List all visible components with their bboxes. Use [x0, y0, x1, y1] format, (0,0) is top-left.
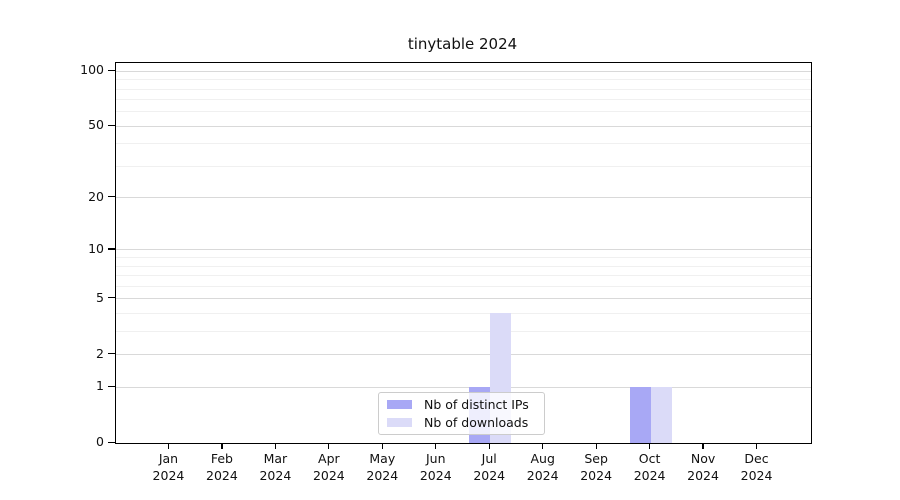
x-tick-mark: [167, 443, 170, 449]
gridline-minor: [116, 275, 811, 277]
bar-nb-of-downloads-oct: [650, 387, 672, 443]
x-tick-label-apr: Apr 2024: [312, 451, 345, 483]
y-tick-mark: [108, 385, 115, 387]
x-tick-mark: [755, 443, 758, 449]
gridline-minor: [116, 257, 811, 259]
y-tick-mark: [108, 441, 115, 443]
gridline-minor: [116, 111, 811, 113]
x-tick-mark: [595, 443, 597, 449]
x-tick-mark: [649, 443, 651, 449]
x-tick-label-nov: Nov 2024: [687, 451, 719, 483]
y-tick-mark: [108, 297, 115, 299]
chart-title: tinytable 2024: [407, 35, 518, 53]
y-tick-mark: [108, 196, 115, 198]
y-tick-label: 0: [96, 434, 104, 449]
legend-row: Nb of distinct IPs: [387, 397, 537, 412]
gridline-minor: [116, 99, 811, 101]
x-tick-mark: [542, 443, 544, 449]
y-tick-mark: [108, 69, 115, 71]
bar-nb-of-distinct-ips-oct: [629, 387, 651, 443]
gridline-minor: [116, 165, 811, 167]
y-tick-label: 10: [88, 240, 104, 256]
legend-label: Nb of distinct IPs: [424, 397, 529, 412]
gridline-minor: [116, 88, 811, 90]
gridline-major: [116, 354, 811, 356]
legend-swatch: [387, 418, 412, 427]
gridline-minor: [116, 285, 811, 287]
y-tick-label: 5: [96, 289, 104, 305]
x-tick-label-jul: Jul 2024: [473, 451, 506, 483]
x-tick-label-dec: Dec 2024: [740, 451, 773, 483]
legend-label: Nb of downloads: [424, 415, 529, 430]
x-tick-mark: [221, 443, 223, 449]
gridline-minor: [116, 330, 811, 332]
gridline-minor: [116, 265, 811, 267]
gridline-major: [116, 386, 811, 388]
gridline-major: [116, 249, 811, 251]
y-tick-mark: [108, 248, 115, 250]
legend-swatch: [387, 400, 412, 409]
y-tick-mark: [108, 353, 115, 355]
gridline-minor: [116, 143, 811, 145]
gridline-major: [116, 197, 811, 199]
x-tick-mark: [488, 443, 490, 449]
y-tick-label: 50: [88, 117, 104, 133]
x-tick-label-may: May 2024: [366, 451, 399, 483]
x-tick-mark: [702, 443, 704, 449]
y-tick-label: 20: [88, 188, 104, 204]
x-tick-label-sep: Sep 2024: [580, 451, 613, 483]
plot-area: [115, 62, 812, 444]
gridline-major: [116, 125, 811, 127]
x-tick-mark: [274, 443, 276, 449]
gridline-major: [116, 70, 811, 72]
x-tick-label-oct: Oct 2024: [633, 451, 666, 483]
y-tick-mark: [108, 124, 115, 127]
x-tick-mark: [328, 443, 330, 449]
x-tick-mark: [435, 443, 437, 449]
y-tick-label: 100: [80, 62, 104, 78]
legend-row: Nb of downloads: [387, 415, 537, 430]
x-tick-label-mar: Mar 2024: [259, 451, 292, 483]
x-tick-label-feb: Feb 2024: [206, 451, 238, 483]
x-tick-label-jan: Jan 2024: [152, 451, 185, 483]
gridline-minor: [116, 79, 811, 81]
legend: Nb of distinct IPs Nb of downloads: [378, 392, 545, 435]
y-tick-label: 2: [96, 345, 104, 361]
gridline-minor: [116, 312, 811, 314]
x-tick-label-aug: Aug 2024: [526, 451, 559, 483]
gridline-major: [116, 298, 811, 300]
x-tick-label-jun: Jun 2024: [419, 451, 452, 483]
x-tick-mark: [381, 443, 383, 449]
y-tick-label: 1: [96, 378, 104, 394]
